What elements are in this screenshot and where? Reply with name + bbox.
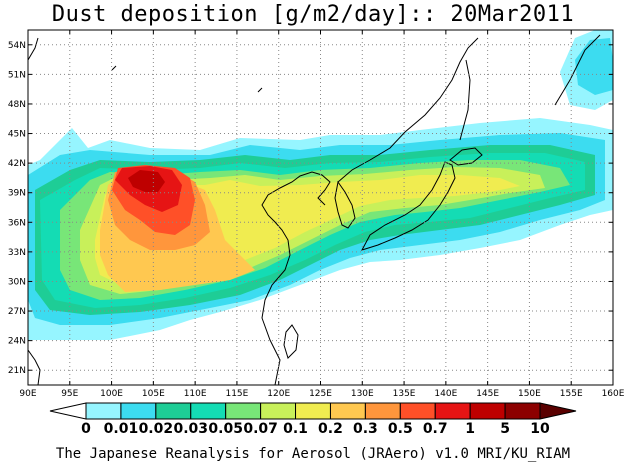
colorbar-swatch [434, 402, 471, 420]
lon-tick-label: 95E [61, 389, 78, 399]
coastline-china [261, 171, 331, 385]
lat-tick-label: 24N [8, 337, 26, 347]
coastline-southwest [28, 349, 41, 385]
lat-tick-label: 48N [8, 100, 26, 110]
lon-tick-label: 90E [19, 389, 36, 399]
colorbar-label: 0.03 [173, 421, 208, 437]
map-title: Dust deposition [g/m2/day]:: 20Mar2011 [51, 2, 575, 27]
lat-tick-label: 42N [8, 159, 26, 169]
lat-tick-label: 36N [8, 218, 26, 228]
colorbar-label: 0.3 [353, 421, 378, 437]
colorbar-swatch [225, 402, 262, 420]
colorbar-swatch [85, 402, 122, 420]
lon-tick-label: 140E [434, 389, 457, 399]
lon-tick-label: 115E [225, 389, 248, 399]
lat-tick-label: 51N [8, 70, 26, 80]
lon-tick-label: 135E [393, 389, 416, 399]
colorbar-swatch [120, 402, 157, 420]
colorbar: 0 0.01 0.02 0.03 0.05 0.07 0.1 0.2 0.3 0.5 0.7 1 5 10 [49, 402, 577, 437]
dust-deposition-map: 90E 95E 100E 105E 110E 115E 120E 125E 130E 135E 14… [8, 29, 625, 437]
lon-tick-label: 145E [476, 389, 499, 399]
lat-tick-label: 54N [8, 41, 26, 51]
colorbar-label: 5 [500, 421, 510, 437]
colorbar-label: 0.02 [139, 421, 174, 437]
lat-tick-label: 21N [8, 366, 26, 376]
coastline-japan [360, 161, 456, 251]
lat-tick-label: 27N [8, 307, 26, 317]
colorbar-swatch [295, 402, 331, 420]
coastline-mainland-northwest [28, 37, 263, 93]
longitude-ticks: 90E 95E 100E 105E 110E 115E 120E 125E 130E 135E 14… [19, 30, 625, 399]
latitude-ticks: 21N 24N 27N 30N 33N 36N 39N 42N 45N 48N 51N 54N [8, 41, 613, 376]
colorbar-over-triangle [539, 402, 577, 420]
lon-tick-label: 155E [560, 389, 583, 399]
lon-tick-label: 150E [518, 389, 541, 399]
dust-level-5 [128, 170, 165, 192]
colorbar-label: 0.1 [283, 421, 308, 437]
colorbar-label: 0.01 [104, 421, 139, 437]
dust-field [28, 30, 613, 340]
gridlines [28, 30, 613, 385]
colorbar-swatch [155, 402, 192, 420]
colorbar-label: 0.5 [388, 421, 413, 437]
lon-tick-label: 120E [267, 389, 290, 399]
coastline-korea [334, 180, 356, 229]
lon-tick-label: 130E [351, 389, 374, 399]
colorbar-label: 0.7 [423, 421, 448, 437]
colorbar-swatch [260, 402, 297, 420]
colorbar-under-triangle [49, 402, 87, 420]
colorbar-swatch [399, 402, 436, 420]
dust-level-0-02-north [575, 38, 613, 95]
coastline-kamchatka [554, 34, 601, 106]
lat-tick-label: 39N [8, 189, 26, 199]
colorbar-label: 0.07 [243, 421, 278, 437]
colorbar-label: 0.2 [318, 421, 343, 437]
footer-credit: The Japanese Reanalysis for Aerosol (JRA… [55, 446, 571, 462]
colorbar-swatch [504, 402, 541, 420]
colorbar-swatch [190, 402, 227, 420]
colorbar-swatch [329, 402, 366, 420]
colorbar-label: 0 [81, 421, 91, 437]
lon-tick-label: 160E [602, 389, 625, 399]
lat-tick-label: 33N [8, 248, 26, 258]
lon-tick-label: 125E [309, 389, 332, 399]
colorbar-swatch [469, 402, 506, 420]
coastline-sakhalin [459, 59, 471, 141]
lat-tick-label: 30N [8, 277, 26, 287]
lon-tick-label: 100E [100, 389, 123, 399]
colorbar-label: 10 [530, 421, 550, 437]
coastline-hokkaido [449, 147, 483, 166]
colorbar-label: 0.05 [208, 421, 243, 437]
coastline-taiwan [283, 324, 299, 359]
lon-tick-label: 105E [142, 389, 165, 399]
lon-tick-label: 110E [184, 389, 207, 399]
colorbar-label: 1 [465, 421, 475, 437]
colorbar-swatch [364, 402, 401, 420]
lat-tick-label: 45N [8, 130, 26, 140]
